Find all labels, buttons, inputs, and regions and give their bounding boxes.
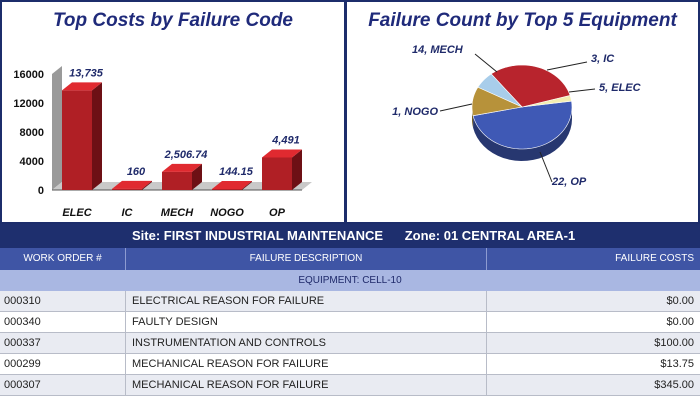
- work-order-number: 000310: [0, 291, 126, 311]
- failure-description: FAULTY DESIGN: [126, 312, 487, 332]
- work-order-number: 000299: [0, 354, 126, 374]
- failure-cost: $100.00: [654, 337, 694, 349]
- bar-top: [112, 180, 152, 189]
- bar-front: [262, 157, 292, 190]
- leader-line: [546, 61, 588, 71]
- bar-side: [292, 149, 302, 190]
- work-order-number: 000337: [0, 333, 126, 353]
- leader-line: [539, 151, 553, 183]
- leader-line: [474, 53, 498, 73]
- bar-value-label: 160: [127, 166, 146, 178]
- pie-slice-label: 22, OP: [551, 176, 587, 188]
- failure-description: INSTRUMENTATION AND CONTROLS: [126, 333, 487, 353]
- bar-value-label: 144.15: [219, 166, 254, 178]
- equipment-chart-panel: Failure Count by Top 5 Equipment 22, OP 1…: [345, 0, 700, 224]
- bar-front: [112, 188, 142, 190]
- work-order-number: 000340: [0, 312, 126, 332]
- site-label: Site: FIRST INDUSTRIAL MAINTENANCE: [132, 228, 384, 243]
- cost-chart-title: Top Costs by Failure Code: [53, 10, 293, 31]
- table-header: WORK ORDER # FAILURE DESCRIPTION FAILURE…: [0, 248, 700, 270]
- pie-slice-side: [473, 107, 572, 161]
- bar-top: [162, 163, 202, 172]
- chart-side-wall: [52, 66, 62, 190]
- equipment-pie-chart: 22, OP 1, NOGO 14, MECH 3, IC 5, ELEC: [392, 44, 642, 188]
- site-banner: Site: FIRST INDUSTRIAL MAINTENANCE Zone:…: [0, 224, 700, 248]
- bar-value-label: 2,506.74: [164, 149, 208, 161]
- failure-cost: $345.00: [654, 379, 694, 391]
- leader-line: [439, 103, 473, 112]
- column-header-work-order[interactable]: WORK ORDER #: [0, 248, 126, 270]
- bar-side: [92, 82, 102, 190]
- table-row[interactable]: 000310 ELECTRICAL REASON FOR FAILURE $0.00: [0, 291, 700, 312]
- bar-front: [62, 90, 92, 190]
- bar-side: [242, 180, 252, 190]
- column-header-failure-description[interactable]: FAILURE DESCRIPTION: [126, 248, 487, 270]
- bar-mech: [162, 163, 202, 190]
- pie-slice-op: [472, 100, 573, 150]
- category-label: IC: [122, 207, 134, 219]
- bar-nogo: [212, 180, 252, 190]
- bar-elec: [62, 82, 102, 190]
- leader-line: [568, 88, 596, 93]
- y-tick-label: 4000: [20, 156, 44, 168]
- category-label: NOGO: [210, 207, 244, 219]
- y-tick-label: 8000: [20, 127, 44, 139]
- pie-slice-label: 3, IC: [591, 53, 615, 65]
- pie-slice-ic: [477, 73, 523, 108]
- bar-top: [262, 149, 302, 158]
- bar-side: [192, 163, 202, 190]
- cost-bar-chart: 0 4000 8000 12000 16000 13,735 ELEC 160 IC 2,506.…: [13, 66, 312, 219]
- table-row[interactable]: 000340 FAULTY DESIGN $0.00: [0, 312, 700, 333]
- bar-ic: [112, 180, 152, 190]
- pie-slice-mech: [490, 64, 571, 108]
- category-label: OP: [269, 207, 286, 219]
- category-label: MECH: [161, 207, 194, 219]
- pie-slice-elec: [471, 86, 524, 117]
- equipment-chart-title: Failure Count by Top 5 Equipment: [368, 10, 677, 31]
- table-row[interactable]: 000307 MECHANICAL REASON FOR FAILURE $345.…: [0, 375, 700, 396]
- work-order-table-body: 000310 ELECTRICAL REASON FOR FAILURE $0.00…: [0, 291, 700, 396]
- y-tick-label: 12000: [13, 98, 44, 110]
- work-order-number: 000307: [0, 375, 126, 395]
- failure-cost: $13.75: [660, 358, 694, 370]
- bar-front: [162, 171, 192, 190]
- pie-slice-label: 5, ELEC: [599, 82, 642, 94]
- failure-cost: $0.00: [666, 316, 694, 328]
- equipment-group-header: EQUIPMENT: CELL-10: [0, 270, 700, 291]
- failure-description: MECHANICAL REASON FOR FAILURE: [126, 354, 487, 374]
- table-row[interactable]: 000299 MECHANICAL REASON FOR FAILURE $13.7…: [0, 354, 700, 375]
- bar-top: [212, 180, 252, 189]
- failure-cost: $0.00: [666, 295, 694, 307]
- failure-description: MECHANICAL REASON FOR FAILURE: [126, 375, 487, 395]
- bar-op: [262, 149, 302, 190]
- column-header-failure-costs[interactable]: FAILURE COSTS: [615, 253, 694, 264]
- y-tick-label: 16000: [13, 69, 44, 81]
- zone-label: Zone: 01 CENTRAL AREA-1: [404, 228, 576, 243]
- pie-slice-label: 1, NOGO: [392, 106, 438, 118]
- cost-chart-panel: Top Costs by Failure Code 0 4000 8000 12000…: [0, 0, 346, 224]
- pie-slice-label: 14, MECH: [412, 44, 464, 56]
- failure-description: ELECTRICAL REASON FOR FAILURE: [126, 291, 487, 311]
- table-row[interactable]: 000337 INSTRUMENTATION AND CONTROLS $100.0…: [0, 333, 700, 354]
- bar-side: [142, 180, 152, 190]
- y-tick-label: 0: [38, 185, 44, 197]
- bar-front: [212, 188, 242, 190]
- category-label: ELEC: [62, 207, 92, 219]
- bar-value-label: 13,735: [69, 67, 104, 79]
- bar-value-label: 4,491: [271, 134, 300, 146]
- bar-top: [62, 82, 102, 91]
